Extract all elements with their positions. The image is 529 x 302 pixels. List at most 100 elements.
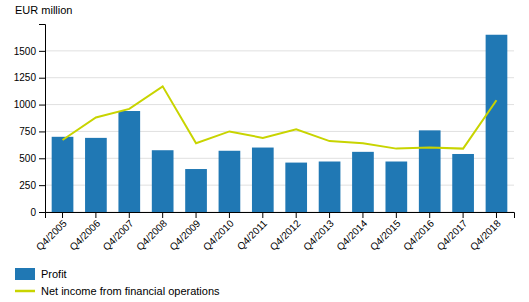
x-tick-mark [262, 212, 263, 218]
y-axis-title: EUR million [15, 4, 72, 16]
x-tick: Q4/2007 [101, 212, 136, 253]
legend-swatch [15, 290, 35, 293]
x-tick: Q4/2016 [401, 212, 436, 253]
x-axis: Q4/2005Q4/2006Q4/2007Q4/2008Q4/2009Q4/20… [34, 212, 515, 253]
bar [486, 35, 508, 212]
bar [185, 169, 207, 212]
legend-label: Profit [41, 268, 67, 280]
x-tick: Q4/2009 [167, 212, 202, 253]
x-axis-line [46, 213, 515, 219]
x-tick-label: Q4/2008 [134, 217, 169, 252]
x-tick-label: Q4/2010 [201, 217, 236, 252]
bar [285, 163, 307, 212]
x-tick-mark [95, 212, 96, 218]
x-tick-label: Q4/2015 [368, 217, 403, 252]
x-tick-mark [362, 212, 363, 218]
x-tick-mark [329, 212, 330, 218]
x-tick: Q4/2017 [435, 212, 470, 253]
grid [45, 51, 514, 212]
x-tick: Q4/2014 [334, 212, 369, 253]
marks [52, 35, 508, 212]
y-tick: 1250 [14, 72, 45, 83]
line [63, 86, 497, 148]
x-tick-mark [196, 212, 197, 218]
y-tick: 500 [19, 153, 45, 164]
bar [219, 151, 241, 212]
x-tick: Q4/2018 [468, 212, 503, 253]
x-tick-label: Q4/2011 [235, 217, 270, 252]
bar [152, 150, 174, 212]
x-tick-mark [296, 212, 297, 218]
y-tick-mark [39, 212, 45, 213]
x-tick: Q4/2006 [67, 212, 102, 253]
x-tick: Q4/2012 [268, 212, 303, 253]
y-tick-label: 1000 [14, 99, 37, 110]
bar [419, 130, 441, 212]
x-tick-mark [62, 212, 63, 218]
x-tick-mark [229, 212, 230, 218]
grid-line [45, 77, 514, 78]
x-tick-label: Q4/2017 [435, 217, 470, 252]
y-tick: 1000 [14, 99, 45, 110]
x-tick-mark [496, 212, 497, 218]
plot: 0250500750100012501500Q4/2005Q4/2006Q4/2… [14, 25, 515, 253]
bar-series [52, 35, 508, 212]
grid-line [45, 158, 514, 159]
bar [385, 162, 407, 212]
x-tick-label: Q4/2007 [101, 217, 136, 252]
x-tick-mark [396, 212, 397, 218]
x-tick-label: Q4/2005 [34, 217, 69, 252]
y-tick-mark [39, 78, 45, 79]
y-tick: 0 [30, 207, 45, 218]
legend-label: Net income from financial operations [41, 285, 220, 297]
legend-swatch [15, 268, 35, 280]
bar [85, 138, 107, 212]
y-tick-mark [39, 131, 45, 132]
y-tick-mark [39, 51, 45, 52]
y-tick-mark [39, 105, 45, 106]
x-tick-mark [162, 212, 163, 218]
x-tick: Q4/2010 [201, 212, 236, 253]
y-axis: 0 250 500 750 1000 1250 1500 [14, 25, 46, 218]
y-tick-label: 1500 [14, 46, 37, 57]
x-tick: Q4/2008 [134, 212, 169, 253]
x-tick: Q4/2011 [235, 212, 270, 252]
y-tick-label: 750 [19, 126, 36, 137]
grid-line [45, 185, 514, 186]
x-tick-label: Q4/2018 [468, 217, 503, 252]
y-tick: 750 [19, 126, 45, 137]
y-tick-label: 1250 [14, 72, 37, 83]
legend: Profit Net income from financial operatio… [15, 268, 220, 297]
y-tick-mark [39, 185, 45, 186]
grid-line [45, 50, 514, 51]
x-tick: Q4/2013 [301, 212, 336, 253]
grid-line [45, 131, 514, 132]
bar [52, 137, 74, 212]
legend-item: Net income from financial operations [15, 285, 220, 297]
legend-item: Profit [15, 268, 67, 280]
y-tick-mark [39, 158, 45, 159]
y-tick-label: 500 [19, 153, 36, 164]
x-tick-label: Q4/2016 [401, 217, 436, 252]
x-tick-label: Q4/2014 [334, 217, 369, 252]
x-tick-mark [463, 212, 464, 218]
chart: 0250500750100012501500Q4/2005Q4/2006Q4/2… [0, 0, 529, 302]
y-tick-label: 250 [19, 180, 36, 191]
y-tick-label: 0 [30, 207, 36, 218]
x-tick-label: Q4/2009 [167, 217, 202, 252]
x-tick-label: Q4/2013 [301, 217, 336, 252]
grid-line [45, 104, 514, 105]
y-axis-line [39, 25, 46, 213]
bar [252, 148, 274, 212]
x-tick-mark [129, 212, 130, 218]
bar [452, 154, 474, 212]
bar [319, 162, 341, 212]
x-tick: Q4/2015 [368, 212, 403, 253]
y-tick: 250 [19, 180, 45, 191]
x-tick-label: Q4/2012 [268, 217, 303, 252]
x-tick-label: Q4/2006 [67, 217, 102, 252]
y-tick: 1500 [14, 46, 45, 57]
bar [118, 111, 140, 212]
x-tick: Q4/2005 [34, 212, 69, 253]
x-tick-mark [429, 212, 430, 218]
